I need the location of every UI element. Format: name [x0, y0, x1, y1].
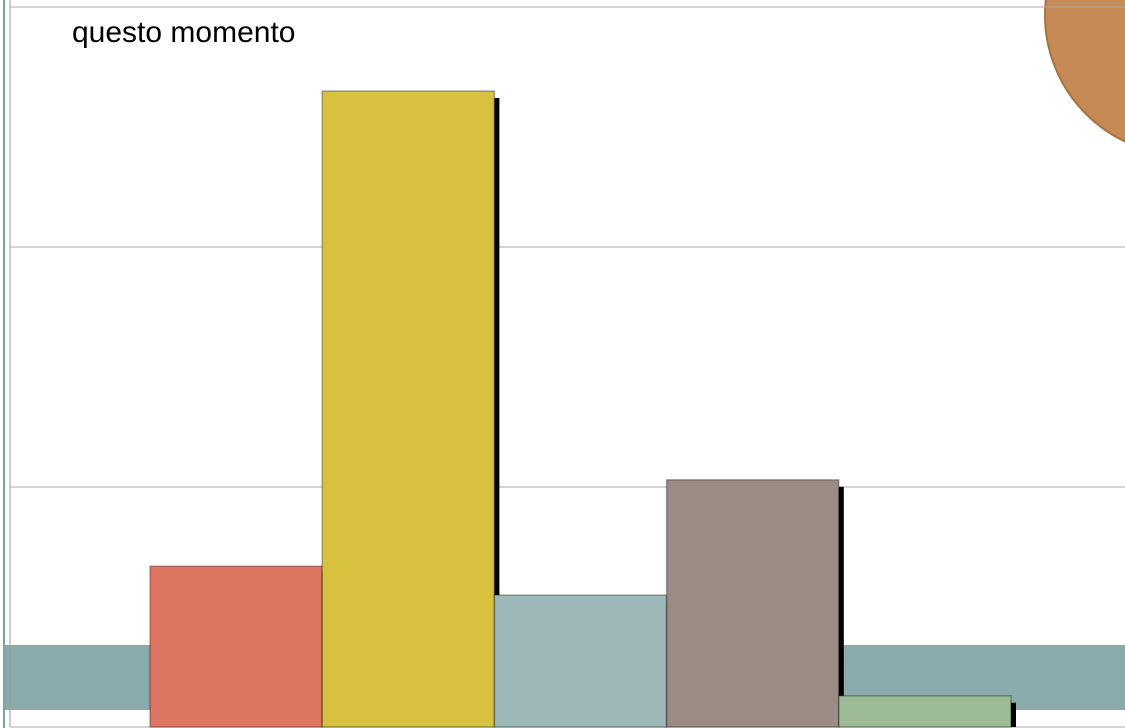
bar: [493, 594, 668, 728]
chart-title: questo momento: [72, 16, 295, 49]
bar: [149, 565, 323, 728]
bar: [665, 479, 840, 728]
bar: [321, 90, 496, 728]
bar: [838, 695, 1012, 728]
decoration-circle: [1044, 0, 1125, 143]
